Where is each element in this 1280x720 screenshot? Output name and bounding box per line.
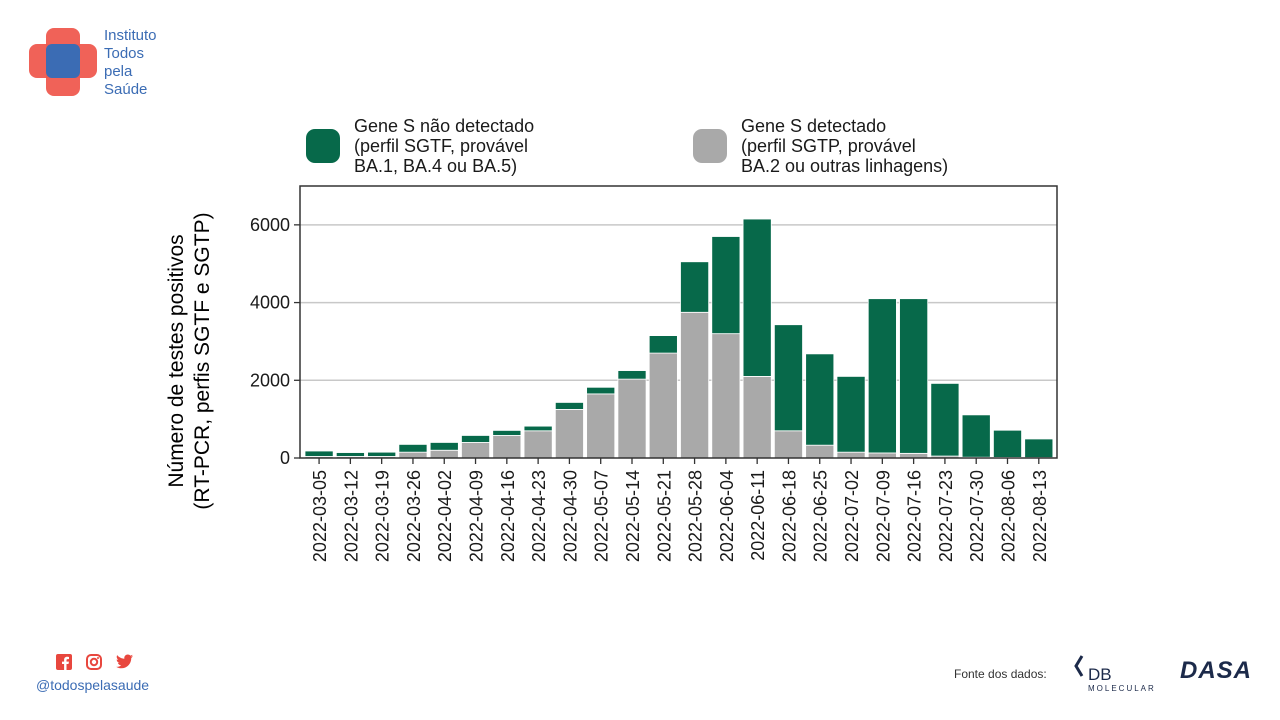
bar-segment	[836, 375, 866, 453]
y-tick-label: 0	[280, 448, 290, 468]
bar-segment	[742, 375, 772, 459]
bar-segment	[899, 298, 929, 454]
bar-segment	[398, 443, 428, 453]
social-links	[56, 654, 133, 670]
bar-segment	[711, 333, 741, 459]
bar-segment	[461, 442, 491, 459]
x-tick-label: 2022-05-14	[623, 470, 643, 562]
bar-segment	[586, 386, 616, 395]
x-tick-label: 2022-04-09	[467, 470, 487, 562]
instagram-icon[interactable]	[86, 654, 102, 670]
x-tick-label: 2022-08-13	[1030, 470, 1050, 562]
bar-segment	[711, 236, 741, 335]
x-tick-label: 2022-07-09	[873, 470, 893, 562]
bar-segment	[773, 430, 803, 459]
legend-item-sgtf: Gene S não detectado (perfil SGTF, prová…	[306, 116, 534, 176]
data-source-label: Fonte dos dados:	[954, 667, 1047, 681]
bar-segment	[617, 370, 647, 380]
bar-segment	[335, 452, 365, 457]
bar-segment	[648, 335, 678, 354]
brand-name-line: pela	[104, 63, 133, 80]
x-tick-label: 2022-07-23	[936, 470, 956, 562]
bar-segment	[1024, 438, 1054, 459]
x-tick-label: 2022-03-26	[404, 470, 424, 562]
bar-segment	[773, 324, 803, 432]
bar-segment	[304, 450, 334, 457]
x-tick-label: 2022-03-12	[341, 470, 361, 562]
legend-swatch-sgtf	[306, 129, 340, 163]
x-tick-label: 2022-07-02	[842, 470, 862, 562]
legend-line: Gene S não detectado	[354, 116, 535, 136]
legend-swatch-sgtp	[693, 129, 727, 163]
bar-segment	[461, 435, 491, 443]
db-molecular-logo-icon	[1074, 655, 1084, 677]
legend-line: Gene S detectado	[741, 116, 887, 136]
x-tick-label: 2022-04-02	[435, 470, 455, 562]
bar-segment	[554, 402, 584, 410]
x-tick-label: 2022-05-21	[654, 470, 674, 562]
bar-segment	[492, 435, 522, 459]
bar-segment	[680, 261, 710, 313]
bar-segment	[586, 393, 616, 459]
bar-segment	[742, 218, 772, 377]
x-tick-label: 2022-06-04	[717, 470, 737, 562]
bar-segment	[398, 451, 428, 459]
bar-segment	[805, 444, 835, 459]
x-tick-label: 2022-07-16	[905, 470, 925, 562]
bar-segment	[836, 451, 866, 459]
legend-line: BA.1, BA.4 ou BA.5)	[354, 156, 518, 176]
legend-label-sgtp: Gene S detectado (perfil SGTP, provável …	[741, 116, 948, 176]
bar-segment	[805, 353, 835, 446]
bar-segment	[367, 451, 397, 457]
bar-segment	[867, 298, 897, 454]
bar-segment	[523, 430, 553, 459]
x-tick-label: 2022-04-16	[498, 470, 518, 562]
bar-segment	[429, 449, 459, 459]
brand-name-line: Saúde	[104, 81, 148, 98]
brand-name-line: Todos	[104, 45, 145, 62]
x-tick-label: 2022-06-18	[779, 470, 799, 562]
bar-segment	[867, 452, 897, 459]
twitter-icon[interactable]	[116, 654, 133, 669]
x-tick-label: 2022-03-05	[310, 470, 330, 562]
legend-label-sgtf: Gene S não detectado (perfil SGTF, prová…	[354, 116, 534, 176]
legend-line: BA.2 ou outras linhagens)	[741, 156, 949, 176]
brand-name: Instituto Todos pela Saúde	[104, 27, 157, 99]
y-tick-label: 2000	[250, 370, 290, 390]
y-tick-label: 6000	[250, 215, 290, 235]
bar-segment	[930, 382, 960, 457]
legend-line: (perfil SGTF, provável	[354, 136, 529, 156]
legend-line: (perfil SGTP, provável	[741, 136, 916, 156]
plot-frame	[299, 185, 1058, 459]
bar-segment	[554, 409, 584, 459]
instituto-logo-icon	[29, 28, 97, 96]
x-tick-label: 2022-06-25	[811, 470, 831, 562]
x-tick-label: 2022-07-30	[967, 470, 987, 562]
bar-segment	[429, 442, 459, 451]
social-handle[interactable]: @todospelasaude	[36, 677, 150, 693]
bar-segment	[680, 311, 710, 459]
x-tick-label: 2022-08-06	[998, 470, 1018, 562]
bar-segment	[523, 425, 553, 432]
facebook-icon[interactable]	[56, 654, 72, 670]
brand-name-line: Instituto	[104, 27, 157, 44]
db-logo-text: DB	[1088, 665, 1112, 684]
y-tick-label: 4000	[250, 293, 290, 313]
bar-segment	[961, 414, 991, 458]
legend-item-sgtp: Gene S detectado (perfil SGTP, provável …	[693, 116, 948, 176]
x-tick-label: 2022-06-11	[748, 470, 768, 561]
bar-segment	[993, 429, 1022, 458]
x-tick-label: 2022-03-19	[373, 470, 393, 562]
bar-segment	[617, 378, 647, 459]
bar-segment	[492, 430, 522, 436]
x-tick-label: 2022-04-23	[529, 470, 549, 562]
dasa-logo: DASA	[1180, 657, 1253, 684]
bar-segment	[648, 352, 678, 459]
db-logo-subtext: MOLECULAR	[1088, 684, 1156, 693]
x-tick-label: 2022-05-07	[592, 470, 612, 562]
x-tick-label: 2022-04-30	[560, 470, 580, 562]
x-tick-label: 2022-05-28	[686, 470, 706, 562]
